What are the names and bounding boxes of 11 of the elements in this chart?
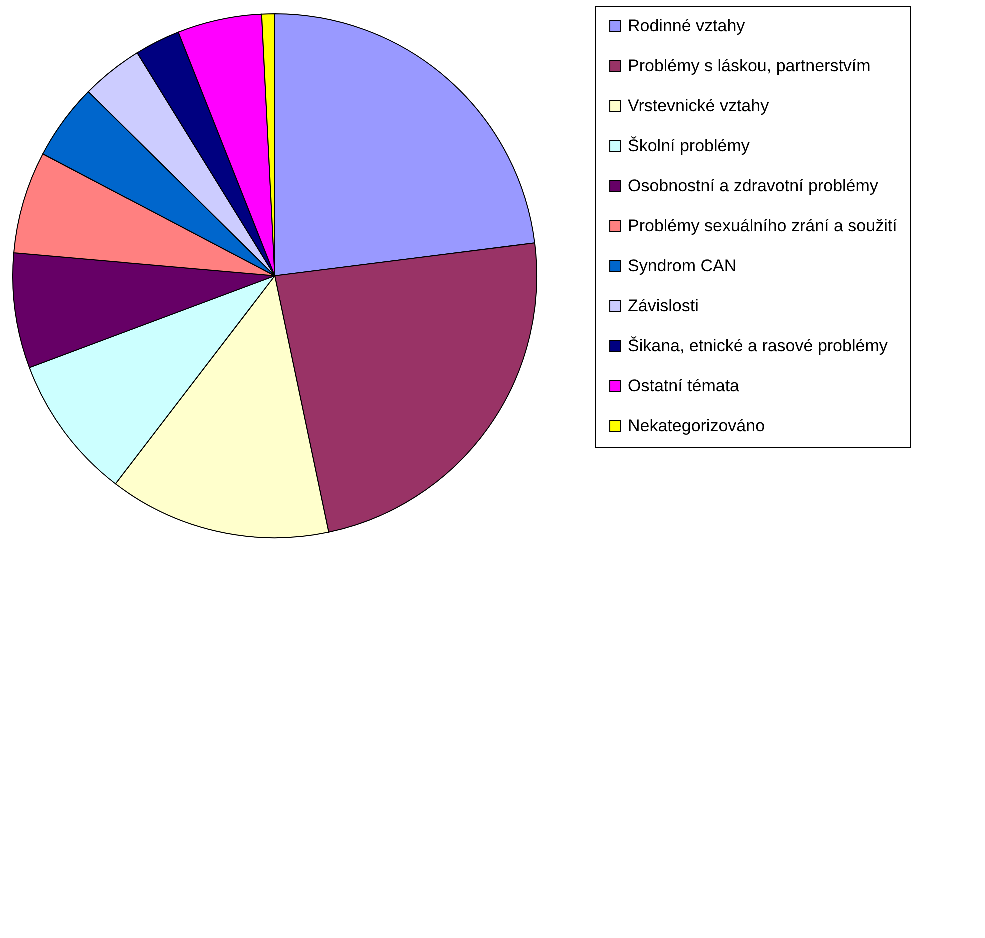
legend-label: Šikana, etnické a rasové problémy (628, 336, 888, 356)
legend-label: Osobnostní a zdravotní problémy (628, 176, 879, 196)
legend-label: Školní problémy (628, 136, 750, 156)
legend-label: Ostatní témata (628, 376, 740, 396)
legend-label: Vrstevnické vztahy (628, 96, 770, 116)
legend-label: Problémy s láskou, partnerstvím (628, 56, 871, 76)
legend-label: Závislosti (628, 296, 699, 316)
legend-label: Rodinné vztahy (628, 16, 746, 36)
legend-label: Problémy sexuálního zrání a soužití (628, 216, 898, 236)
legend-label: Syndrom CAN (628, 256, 737, 276)
legend-label: Nekategorizováno (628, 416, 766, 436)
